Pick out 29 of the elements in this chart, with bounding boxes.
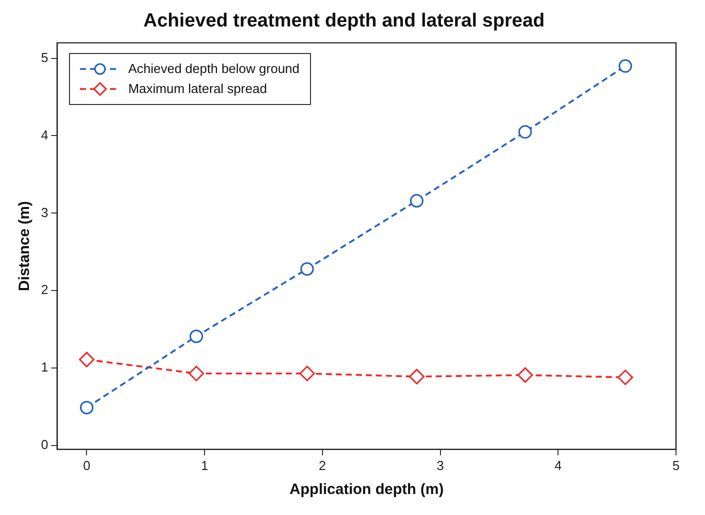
y-tick-label: 0 [40,437,48,452]
point [517,367,533,383]
x-axis-title: Application depth (m) [290,481,444,498]
x-tick-label: 5 [672,458,680,473]
point [518,125,532,139]
y-tick-label: 4 [40,127,48,142]
x-tick-label: 3 [436,458,444,473]
point [188,366,204,382]
y-tick-label: 5 [40,50,48,65]
legend-label: Achieved depth below ground [128,61,300,76]
y-tick-label: 3 [40,204,48,220]
legend-label: Maximum lateral spread [128,81,267,96]
point [299,366,315,382]
point [300,262,314,276]
x-tick-label: 4 [554,458,562,473]
point [618,370,634,386]
point [78,352,94,368]
point [410,194,424,208]
point [408,368,424,384]
point [190,330,204,344]
chart-title: Achieved treatment depth and lateral spread [143,10,545,32]
y-axis-title: Distance (m) [16,201,34,292]
x-tick-label: 0 [83,458,90,473]
y-tick-label: 1 [40,360,48,375]
point [80,400,94,414]
point [618,59,632,73]
y-tick-label: 2 [40,282,48,298]
x-tick-label: 2 [318,458,326,473]
x-tick-label: 1 [200,458,208,473]
